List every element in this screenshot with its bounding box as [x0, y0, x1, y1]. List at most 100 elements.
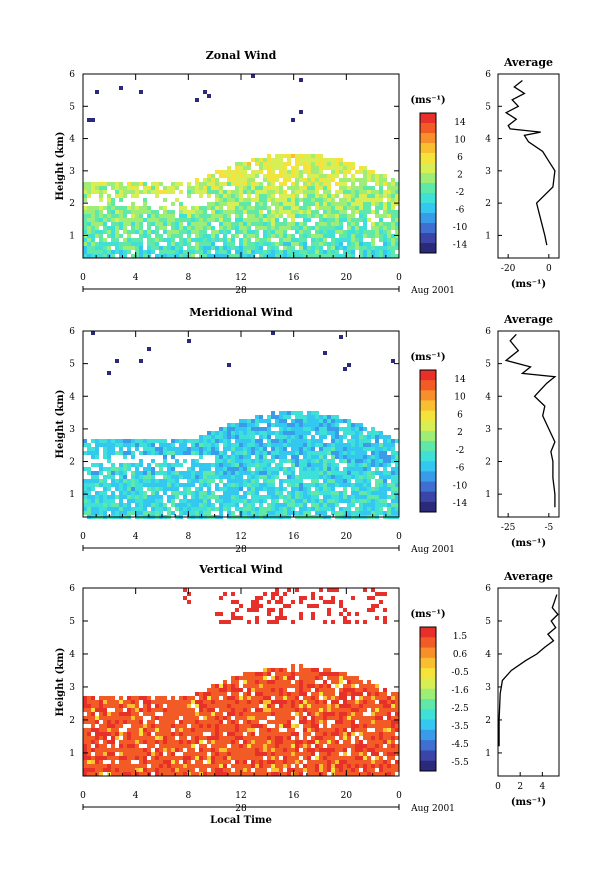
heatmap-cell: [87, 218, 91, 222]
heatmap-cell: [223, 439, 227, 443]
heatmap-cell: [311, 459, 315, 463]
heatmap-cell: [251, 254, 255, 258]
heatmap-cell: [323, 499, 327, 503]
heatmap-cell: [211, 744, 215, 748]
heatmap-cell: [159, 495, 163, 499]
heatmap-cell: [359, 471, 363, 475]
heatmap-cell: [87, 242, 91, 246]
heatmap-cell: [243, 254, 247, 258]
heatmap-cell: [219, 230, 223, 234]
heatmap-cell: [279, 451, 283, 455]
heatmap-cell: [127, 234, 131, 238]
heatmap-cell: [87, 700, 91, 704]
heatmap-cell: [363, 491, 367, 495]
heatmap-cell: [259, 166, 263, 170]
heatmap-cell: [267, 511, 271, 515]
heatmap-cell: [279, 447, 283, 451]
heatmap-cell: [371, 230, 375, 234]
heatmap-cell: [255, 600, 259, 604]
heatmap-cell: [99, 467, 103, 471]
heatmap-cell: [351, 250, 355, 254]
heatmap-cell: [355, 768, 359, 772]
heatmap-cell: [299, 419, 303, 423]
heatmap-cell: [327, 246, 331, 250]
heatmap-cell: [391, 479, 395, 483]
heatmap-cell: [223, 226, 227, 230]
heatmap-cell: [303, 692, 307, 696]
heatmap-cell: [299, 162, 303, 166]
heatmap-cell: [155, 708, 159, 712]
heatmap-cell: [355, 451, 359, 455]
heatmap-cell: [247, 242, 251, 246]
heatmap-cell: [395, 182, 399, 186]
heatmap-cell: [259, 415, 263, 419]
heatmap-cell: [379, 507, 383, 511]
heatmap-cell: [251, 704, 255, 708]
heatmap-cell: [123, 511, 127, 515]
heatmap-cell: [223, 194, 227, 198]
heatmap-cell: [271, 431, 275, 435]
heatmap-cell: [91, 238, 95, 242]
heatmap-cell: [91, 764, 95, 768]
heatmap-cell: [243, 246, 247, 250]
heatmap-cell: [107, 748, 111, 752]
heatmap-cell: [99, 712, 103, 716]
heatmap-cell: [259, 419, 263, 423]
heatmap-cell: [87, 728, 91, 732]
heatmap-cell: [315, 676, 319, 680]
heatmap-cell: [199, 483, 203, 487]
heatmap-cell: [371, 226, 375, 230]
heatmap-cell: [359, 724, 363, 728]
heatmap-cell: [391, 359, 395, 363]
heatmap-cell: [107, 503, 111, 507]
heatmap-cell: [259, 206, 263, 210]
heatmap-cell: [263, 226, 267, 230]
heatmap-cell: [379, 760, 383, 764]
heatmap-cell: [235, 190, 239, 194]
heatmap-cell: [267, 479, 271, 483]
heatmap-cell: [143, 704, 147, 708]
heatmap-cell: [339, 471, 343, 475]
heatmap-cell: [311, 451, 315, 455]
heatmap-cell: [315, 604, 319, 608]
heatmap-cell: [91, 495, 95, 499]
heatmap-cell: [207, 696, 211, 700]
heatmap-cell: [335, 764, 339, 768]
heatmap-cell: [307, 186, 311, 190]
heatmap-cell: [379, 592, 383, 596]
heatmap-cell: [263, 495, 267, 499]
heatmap-cell: [143, 696, 147, 700]
heatmap-cell: [127, 467, 131, 471]
heatmap-cell: [279, 764, 283, 768]
heatmap-cell: [351, 463, 355, 467]
heatmap-cell: [91, 463, 95, 467]
heatmap-cell: [263, 443, 267, 447]
heatmap-cell: [351, 206, 355, 210]
heatmap-cell: [179, 210, 183, 214]
heatmap-cell: [351, 443, 355, 447]
heatmap-cell: [175, 182, 179, 186]
heatmap-cell: [375, 222, 379, 226]
heatmap-cell: [319, 178, 323, 182]
heatmap-cell: [227, 768, 231, 772]
heatmap-cell: [279, 162, 283, 166]
heatmap-cell: [295, 736, 299, 740]
heatmap-cell: [371, 700, 375, 704]
heatmap-cell: [131, 764, 135, 768]
heatmap-cell: [99, 708, 103, 712]
heatmap-cell: [127, 443, 131, 447]
heatmap-cell: [191, 736, 195, 740]
heatmap-cell: [207, 708, 211, 712]
heatmap-cell: [175, 491, 179, 495]
heatmap-cell: [323, 202, 327, 206]
heatmap-cell: [159, 511, 163, 515]
heatmap-cell: [307, 427, 311, 431]
date-label: Aug 2001: [410, 286, 455, 296]
heatmap-cell: [203, 186, 207, 190]
heatmap-cell: [371, 499, 375, 503]
heatmap-cell: [383, 704, 387, 708]
heatmap-cell: [375, 178, 379, 182]
heatmap-cell: [283, 700, 287, 704]
heatmap-cell: [339, 748, 343, 752]
heatmap-cell: [363, 439, 367, 443]
